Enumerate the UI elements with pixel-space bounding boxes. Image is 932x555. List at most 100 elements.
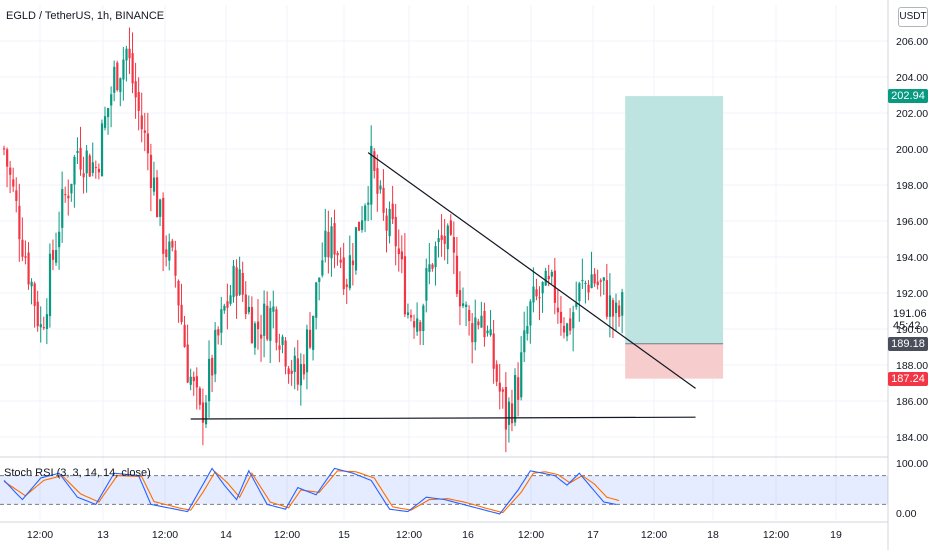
candle-body — [572, 312, 575, 329]
candle-body — [351, 260, 355, 266]
candle-body — [269, 307, 272, 341]
trend-lines[interactable] — [190, 152, 696, 420]
candle-body — [419, 322, 422, 332]
candle-body — [88, 155, 91, 177]
candle-body — [9, 167, 12, 175]
current-price-label: 191.06 45:42 — [893, 308, 927, 332]
candle-body — [406, 312, 410, 316]
candle-body — [413, 321, 416, 328]
candle-body — [168, 241, 171, 261]
candle-body — [293, 355, 296, 372]
candle-body — [477, 321, 480, 326]
time-tick-label: 12:00 — [518, 529, 544, 541]
candle-body — [312, 315, 315, 350]
candle-body — [357, 221, 361, 231]
stoch-rsi-pane — [0, 467, 888, 515]
candle-body — [73, 156, 76, 185]
candle-body — [107, 108, 110, 118]
candle-body — [501, 389, 504, 392]
candle-body — [321, 260, 324, 276]
candle-body — [336, 253, 339, 256]
candle-body — [21, 239, 24, 257]
candle-body — [593, 273, 596, 284]
candle-body — [532, 286, 535, 303]
candle-body — [18, 205, 21, 240]
candle-body — [416, 318, 419, 332]
candle-body — [538, 297, 541, 299]
candle-body — [3, 148, 6, 150]
candle-body — [58, 231, 61, 248]
price-tick-label: 200.00 — [896, 144, 928, 156]
candle-body — [394, 216, 397, 247]
price-tick-label: 184.00 — [896, 432, 928, 444]
candle-body — [510, 403, 514, 424]
candle-body — [608, 295, 612, 317]
candle-body — [562, 325, 566, 333]
candle-body — [235, 267, 238, 297]
candle-body — [51, 250, 55, 260]
entry-price-badge: 189.18 — [888, 336, 928, 351]
target-price-badge: 202.94 — [888, 89, 928, 104]
candle-body — [241, 272, 244, 295]
candle-body — [30, 281, 33, 287]
candle-body — [611, 300, 615, 317]
candle-body — [247, 306, 250, 313]
candle-body — [523, 330, 526, 353]
price-tick-label: 190.00 — [896, 324, 928, 336]
candle-body — [229, 295, 232, 304]
candle-body — [55, 250, 58, 263]
candle-body — [162, 197, 165, 254]
candle-body — [15, 190, 18, 201]
price-tick-label: 196.00 — [896, 216, 928, 228]
candle-body — [103, 116, 107, 128]
candle-body — [437, 238, 440, 243]
candle-body — [146, 133, 150, 154]
candle-body — [223, 305, 226, 311]
candle-body — [156, 177, 159, 218]
currency-button[interactable]: USDT — [898, 7, 928, 27]
candle-body — [272, 306, 275, 312]
candle-body — [486, 330, 489, 334]
time-tick-label: 12:00 — [152, 529, 178, 541]
price-tick-label: 192.00 — [896, 288, 928, 300]
candle-body — [495, 364, 498, 382]
candle-body — [149, 154, 153, 188]
stop-price-badge: 187.24 — [888, 371, 928, 386]
candle-body — [443, 235, 446, 244]
candle-body — [183, 325, 186, 347]
candle-body — [465, 304, 468, 308]
candle-body — [217, 329, 220, 336]
time-tick-label: 12:00 — [641, 529, 667, 541]
candle-body — [177, 280, 180, 306]
price-tick-label: 198.00 — [896, 180, 928, 192]
candle-body — [309, 329, 312, 348]
candle-body — [76, 151, 79, 153]
indicator-label[interactable]: Stoch RSI (3, 3, 14, 14, close) — [4, 467, 151, 479]
candle-body — [266, 305, 269, 340]
candle-body — [348, 255, 351, 289]
candle-body — [492, 333, 495, 369]
time-tick-label: 12:00 — [396, 529, 422, 541]
time-tick-label: 12:00 — [763, 529, 789, 541]
candle-body — [339, 259, 342, 263]
candle-body — [354, 227, 358, 271]
candle-body — [618, 305, 621, 317]
candle-body — [214, 329, 217, 375]
candle-body — [621, 292, 624, 316]
candle-body — [186, 344, 189, 383]
candle-body — [159, 199, 162, 217]
candle-body — [165, 249, 168, 258]
candle-body — [42, 327, 45, 329]
candle-body — [208, 358, 211, 402]
candle-body — [403, 256, 407, 315]
candle-body — [36, 301, 39, 327]
candle-body — [260, 334, 263, 339]
candle-body — [605, 280, 609, 317]
time-tick-label: 12:00 — [274, 529, 300, 541]
candle-body — [45, 314, 49, 329]
candle-body — [125, 48, 128, 61]
candlestick-series — [3, 27, 624, 453]
candle-body — [290, 370, 293, 374]
